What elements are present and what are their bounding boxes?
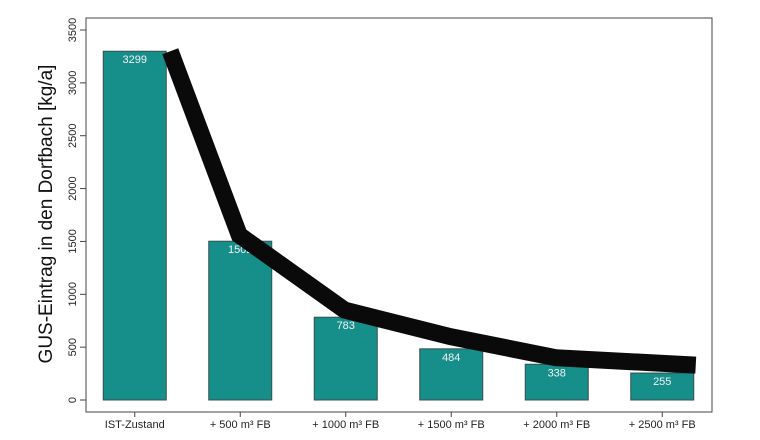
y-axis-ticks: 0 500 1000 1500 2000 2500 3000 3500 (67, 18, 86, 403)
y-tick-label: 2000 (67, 176, 79, 200)
y-tick-label: 3000 (67, 71, 79, 95)
x-tick-label: IST-Zustand (105, 419, 165, 431)
bar (102, 50, 167, 401)
y-tick-label: 500 (67, 338, 79, 356)
bar (419, 348, 484, 401)
bar-value-label: 3299 (123, 54, 147, 66)
bar-value-label: 783 (337, 320, 355, 332)
x-tick-label: + 500 m³ FB (210, 419, 271, 431)
x-axis-ticks: IST-Zustand + 500 m³ FB + 1000 m³ FB + 1500… (105, 412, 696, 431)
x-tick-label: + 2500 m³ FB (629, 419, 696, 431)
bars (102, 50, 695, 401)
trend-line (162, 48, 697, 374)
bar-value-label: 255 (653, 376, 671, 388)
x-tick-label: + 1500 m³ FB (418, 419, 485, 431)
y-tick-label: 2500 (67, 123, 79, 147)
bar-value-label: 338 (548, 367, 566, 379)
y-tick-label: 0 (67, 397, 79, 403)
bar (208, 240, 273, 401)
y-tick-label: 3500 (67, 18, 79, 42)
y-tick-label: 1500 (67, 229, 79, 253)
bar-value-label: 484 (442, 352, 460, 364)
y-axis-title: GUS-Eintrag in den Dorfbach [kg/a] (36, 65, 57, 364)
bar (630, 372, 695, 401)
bar (313, 316, 378, 401)
x-tick-label: + 1000 m³ FB (312, 419, 379, 431)
x-tick-label: + 2000 m³ FB (523, 419, 590, 431)
y-tick-label: 1000 (67, 282, 79, 306)
